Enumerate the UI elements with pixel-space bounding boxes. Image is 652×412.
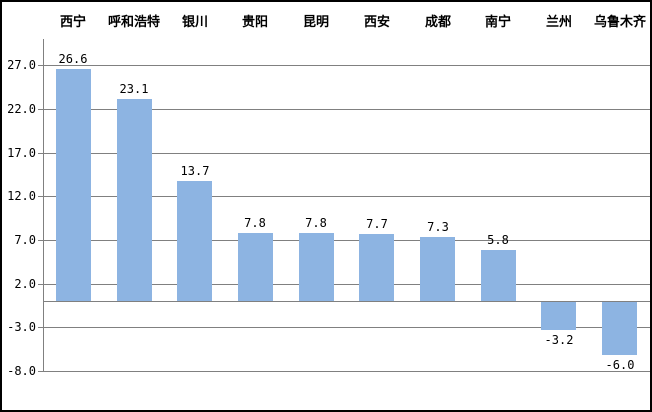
y-axis-tick	[38, 327, 43, 328]
bar	[602, 302, 637, 355]
gridline	[43, 240, 650, 241]
bar	[541, 302, 576, 330]
category-label: 贵阳	[241, 14, 269, 29]
bar-value-label: 13.7	[180, 164, 210, 178]
gridline	[43, 65, 650, 66]
y-axis-tick	[38, 371, 43, 372]
category-label: 呼和浩特	[107, 14, 161, 29]
bar-value-label: 7.8	[244, 216, 266, 230]
category-label: 昆明	[302, 14, 330, 29]
y-axis-tick-label: 17.0	[7, 146, 36, 160]
x-axis-zero-line	[43, 301, 650, 302]
bar	[420, 237, 455, 301]
gridline	[43, 371, 650, 372]
bar-value-label: 7.8	[305, 216, 327, 230]
bar-value-label: 23.1	[119, 82, 149, 96]
y-axis-tick	[38, 240, 43, 241]
category-label: 乌鲁木齐	[593, 14, 647, 29]
y-axis-tick	[38, 109, 43, 110]
bar	[177, 181, 212, 301]
category-label: 兰州	[545, 14, 573, 29]
bar	[56, 69, 91, 301]
category-label: 成都	[424, 14, 452, 29]
y-axis-tick-label: 22.0	[7, 102, 36, 116]
y-axis-tick	[38, 153, 43, 154]
bar	[481, 250, 516, 301]
bar	[299, 233, 334, 301]
y-axis-tick	[38, 284, 43, 285]
category-label: 西安	[363, 14, 391, 29]
y-axis-tick-label: 7.0	[14, 233, 36, 247]
bar	[238, 233, 273, 301]
y-axis-tick-label: 12.0	[7, 189, 36, 203]
category-label: 南宁	[484, 14, 512, 29]
bar-value-label: 5.8	[487, 233, 509, 247]
bar-value-label: -6.0	[605, 358, 635, 372]
y-axis-tick-label: -8.0	[7, 364, 36, 378]
y-axis-tick-label: 2.0	[14, 277, 36, 291]
y-axis-line	[43, 39, 44, 371]
bar-value-label: -3.2	[544, 333, 574, 347]
gridline	[43, 196, 650, 197]
bar	[117, 99, 152, 301]
y-axis-tick	[38, 65, 43, 66]
gridline	[43, 284, 650, 285]
gridline	[43, 153, 650, 154]
gridline	[43, 109, 650, 110]
category-label: 银川	[181, 14, 209, 29]
y-axis-tick-label: -3.0	[7, 320, 36, 334]
y-axis-tick-label: 27.0	[7, 58, 36, 72]
gridline	[43, 327, 650, 328]
bar-value-label: 7.3	[427, 220, 449, 234]
bar	[359, 234, 394, 301]
category-label: 西宁	[59, 14, 87, 29]
bar-value-label: 7.7	[366, 217, 388, 231]
bar-value-label: 26.6	[58, 52, 88, 66]
y-axis-tick	[38, 196, 43, 197]
